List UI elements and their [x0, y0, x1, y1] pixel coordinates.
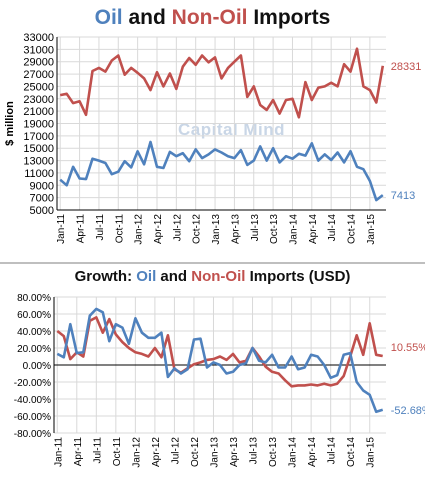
- y-tick-label: 80.00%: [17, 293, 51, 304]
- y-tick-label: 19000: [23, 119, 54, 131]
- non-oil-series-line: [56, 316, 383, 388]
- x-tick-label: Oct-12: [190, 437, 201, 467]
- chart-1-plot: 5000700090001100013000150001700019000210…: [4, 32, 422, 245]
- x-tick-label: Apr-12: [153, 214, 164, 244]
- x-tick-label: Jul-11: [95, 214, 106, 241]
- y-tick-label: 31000: [23, 44, 54, 56]
- x-tick-label: Jul-14: [327, 437, 338, 465]
- oil-series-line: [56, 307, 384, 414]
- x-tick-label: Jul-12: [172, 214, 183, 242]
- y-tick-label: -40.00%: [14, 395, 51, 406]
- non-oil-end-label: 10.55%: [391, 342, 425, 354]
- x-tick-label: Oct-11: [112, 437, 123, 467]
- oil-series-line: [59, 140, 384, 202]
- x-tick-label: Oct-13: [268, 437, 279, 467]
- y-tick-label: -60.00%: [14, 412, 51, 423]
- x-tick-label: Apr-12: [151, 437, 162, 467]
- y-tick-label: 9000: [30, 180, 54, 192]
- watermark: Capital Mind: [178, 120, 286, 139]
- y-tick-label: 0.00%: [23, 361, 51, 372]
- y-tick-label: -20.00%: [14, 378, 51, 389]
- y-tick-label: 23000: [23, 94, 54, 106]
- title-oil: Oil: [94, 6, 123, 29]
- y-tick-label: 60.00%: [17, 310, 51, 321]
- y-tick-label: 29000: [23, 57, 54, 69]
- x-tick-label: Oct-13: [269, 214, 280, 244]
- x-tick-label: Jan-11: [53, 437, 64, 467]
- x-tick-label: Jul-14: [327, 214, 338, 242]
- panel-divider: [0, 262, 425, 264]
- x-tick-label: Jan-11: [56, 214, 67, 244]
- x-tick-label: Jan-12: [134, 214, 145, 245]
- x-tick-label: Apr-14: [308, 214, 319, 244]
- oil-end-label: 7413: [391, 190, 415, 202]
- title-imports-usd: Imports (USD): [245, 268, 351, 285]
- y-tick-label: 7000: [30, 193, 54, 205]
- non-oil-series-line: [59, 47, 385, 119]
- oil-nonoil-imports-chart: Oil and Non-Oil Imports Capital Mind 500…: [0, 6, 425, 245]
- x-tick-label: Jan-14: [288, 437, 299, 468]
- y-tick-label: -80.00%: [14, 429, 51, 440]
- x-tick-label: Jul-11: [92, 437, 103, 464]
- x-tick-label: Jan-15: [366, 214, 377, 245]
- y-tick-label: 21000: [23, 106, 54, 118]
- x-tick-label: Apr-13: [229, 437, 240, 467]
- y-tick-label: 15000: [23, 143, 54, 155]
- chart-title: Oil and Non-Oil Imports: [0, 6, 425, 30]
- title-and: and: [122, 6, 172, 29]
- title-non-oil: Non-Oil: [171, 6, 248, 29]
- x-tick-label: Oct-12: [192, 214, 203, 244]
- y-tick-label: 27000: [23, 69, 54, 81]
- y-tick-label: 5000: [30, 205, 54, 217]
- chart-title: Growth: Oil and Non-Oil Imports (USD): [0, 268, 425, 285]
- x-tick-label: Jan-13: [209, 437, 220, 468]
- oil-end-label: -52.68%: [391, 405, 425, 417]
- y-axis-title: $ million: [4, 101, 16, 146]
- title-and: and: [156, 268, 192, 285]
- x-tick-label: Apr-13: [230, 214, 241, 244]
- x-tick-label: Jul-12: [170, 437, 181, 465]
- y-tick-label: 17000: [23, 131, 54, 143]
- y-tick-label: 25000: [23, 81, 54, 93]
- x-tick-label: Jul-13: [250, 214, 261, 242]
- x-tick-label: Jan-13: [211, 214, 222, 245]
- chart-2-plot: 80.00% 60.00% 40.00% 20.00% 0.00% -20.00% -40.…: [14, 293, 425, 468]
- x-tick-label: Jan-12: [131, 437, 142, 468]
- x-tick-label: Jan-14: [288, 214, 299, 245]
- x-tick-label: Oct-14: [346, 437, 357, 467]
- x-tick-label: Jul-13: [249, 437, 260, 465]
- title-non-oil: Non-Oil: [191, 268, 246, 285]
- x-tick-label: Oct-14: [347, 214, 358, 244]
- y-tick-label: 13000: [23, 156, 54, 168]
- y-tick-label: 11000: [24, 168, 54, 180]
- y-tick-label: 40.00%: [17, 327, 51, 338]
- x-tick-label: Apr-11: [76, 214, 87, 244]
- title-growth: Growth:: [74, 268, 137, 285]
- x-tick-label: Oct-11: [114, 214, 125, 244]
- title-oil: Oil: [136, 268, 157, 285]
- imports-growth-chart: Growth: Oil and Non-Oil Imports (USD) 80…: [0, 264, 425, 480]
- y-tick-label: 20.00%: [17, 344, 51, 355]
- x-tick-label: Jan-15: [366, 437, 377, 468]
- y-tick-label: 33000: [23, 32, 54, 44]
- x-tick-label: Apr-14: [307, 437, 318, 467]
- non-oil-end-label: 28331: [391, 61, 422, 73]
- x-tick-label: Apr-11: [73, 437, 84, 467]
- title-imports: Imports: [247, 6, 331, 29]
